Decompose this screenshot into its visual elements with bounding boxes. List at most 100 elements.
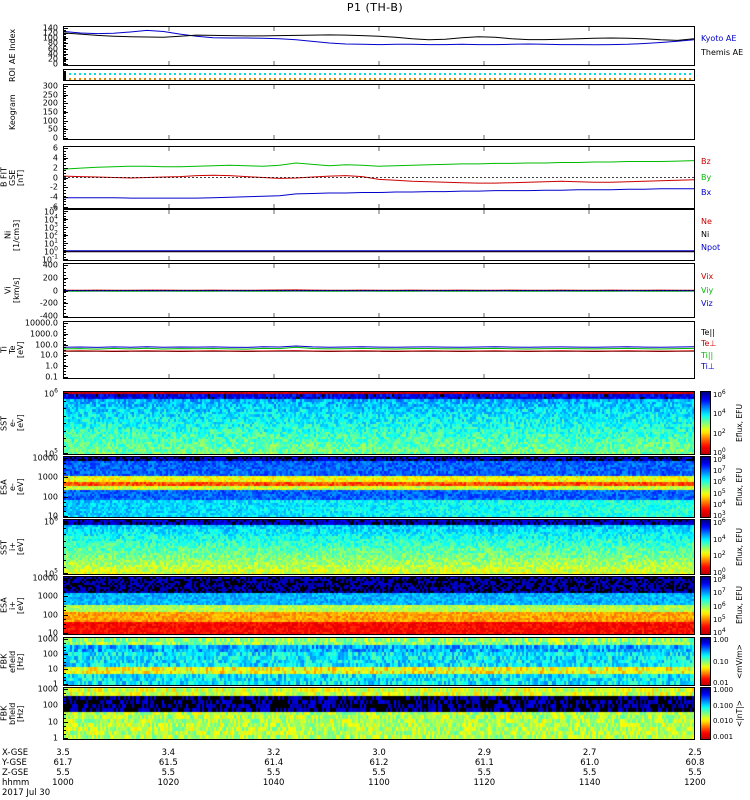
plot-lines-ni <box>64 210 694 260</box>
minor-tickmark <box>63 222 66 223</box>
colorbar-tick: 1.000 <box>713 686 734 694</box>
ytick-vi: -200 <box>39 298 58 308</box>
plot-lines-b-fit <box>64 147 694 208</box>
xaxis-rowlabel-x-gse: X-GSE <box>2 748 29 758</box>
colorbar-label-sst-e: Eflux, EFU <box>735 404 744 442</box>
colorbar-label-fbk-b: <|nT|> <box>735 700 744 727</box>
minor-tickmark <box>63 341 66 342</box>
minor-tickmark <box>63 468 66 469</box>
minor-tickmark <box>63 148 66 149</box>
colorbar-tick: 104 <box>713 533 726 544</box>
minor-tickmark <box>63 326 66 327</box>
minor-tickmark <box>63 78 66 79</box>
legend-Ti: Ti|| <box>701 350 714 360</box>
minor-tickmark <box>63 654 66 655</box>
minor-tickmark <box>63 118 66 119</box>
minor-tickmark <box>63 487 66 488</box>
ylabel-roi: ROI <box>7 67 17 83</box>
minor-tickmark <box>63 309 66 310</box>
panel-sst-e <box>63 391 695 455</box>
minor-tickmark <box>63 374 66 375</box>
xaxis-tick-z-gse: 5.5 <box>161 768 176 778</box>
minor-tickmark <box>63 173 66 174</box>
colorbar-tick: 104 <box>713 408 726 419</box>
minor-tickmark <box>63 91 66 92</box>
xaxis-tick-hhmm: 1140 <box>578 778 601 788</box>
minor-tickmark <box>63 42 66 43</box>
minor-tickmark <box>63 408 66 409</box>
tickmark <box>63 197 68 198</box>
minor-tickmark <box>63 296 66 297</box>
minor-tickmark <box>63 662 66 663</box>
minor-tickmark <box>63 265 66 266</box>
minor-tickmark <box>63 302 66 303</box>
minor-tickmark <box>63 633 66 634</box>
panel-fbk-b <box>63 687 695 740</box>
minor-tickmark <box>63 96 66 97</box>
minor-tickmark <box>63 338 66 339</box>
minor-tickmark <box>63 473 66 474</box>
minor-tickmark <box>63 245 66 246</box>
minor-tickmark <box>63 650 66 651</box>
minor-tickmark <box>63 259 66 260</box>
colorbar-tick: 106 <box>713 476 726 487</box>
tickmark <box>63 235 68 236</box>
colorbar-tick: 107 <box>713 465 726 476</box>
xaxis-tick-y-gse: 60.8 <box>685 758 705 768</box>
tickmark <box>63 278 68 279</box>
ytick-ni: 101 <box>43 237 58 249</box>
tickmark <box>63 366 68 367</box>
xaxis-tick-x-gse: 2.7 <box>582 748 597 758</box>
roi-band <box>64 78 694 80</box>
colorbar-tick: 104 <box>713 626 726 638</box>
xaxis-tick-z-gse: 5.5 <box>266 768 281 778</box>
minor-tickmark <box>63 573 66 574</box>
minor-tickmark <box>63 185 66 186</box>
legend-Ti: Ti⊥ <box>701 362 715 372</box>
minor-tickmark <box>63 126 66 127</box>
xaxis-tick-y-gse: 61.2 <box>369 758 389 768</box>
minor-tickmark <box>63 138 66 139</box>
minor-tickmark <box>63 528 66 529</box>
minor-tickmark <box>63 116 66 117</box>
minor-tickmark <box>63 76 66 77</box>
colorbar-label-sst-i: Eflux, EFU <box>735 528 744 566</box>
ytick-esa-e: 100 <box>42 492 58 502</box>
panel-esa-i <box>63 576 695 635</box>
minor-tickmark <box>63 567 66 568</box>
minor-tickmark <box>63 497 66 498</box>
minor-tickmark <box>63 268 66 269</box>
plot-lines-ti-te <box>64 322 694 378</box>
spectrogram-esa-i <box>64 577 694 634</box>
ytick-keogram: 50 <box>47 124 58 134</box>
minor-tickmark <box>63 492 66 493</box>
minor-tickmark <box>63 49 66 50</box>
minor-tickmark <box>63 680 66 681</box>
colorbar-tick: 108 <box>713 453 726 465</box>
panel-ae-index <box>63 26 695 66</box>
tickmark <box>63 251 68 252</box>
minor-tickmark <box>63 79 66 80</box>
minor-tickmark <box>63 292 66 293</box>
ytick-ni: 100 <box>43 245 58 257</box>
minor-tickmark <box>63 39 66 40</box>
series-Bx <box>64 188 694 199</box>
minor-tickmark <box>63 220 66 221</box>
legend-Ne: Ne <box>701 217 712 226</box>
colorbar-tick: 104 <box>713 498 726 509</box>
minor-tickmark <box>63 45 66 46</box>
ytick-ae-index: 0 <box>52 59 58 69</box>
minor-tickmark <box>63 229 66 230</box>
minor-tickmark <box>63 121 66 122</box>
ytick-vi: -400 <box>39 311 58 321</box>
minor-tickmark <box>63 63 66 64</box>
minor-tickmark <box>63 516 66 517</box>
minor-tickmark <box>63 289 66 290</box>
minor-tickmark <box>63 697 66 698</box>
minor-tickmark <box>63 718 66 719</box>
minor-tickmark <box>63 722 66 723</box>
minor-tickmark <box>63 665 66 666</box>
minor-tickmark <box>63 218 66 219</box>
ytick-keogram: 300 <box>42 81 58 91</box>
